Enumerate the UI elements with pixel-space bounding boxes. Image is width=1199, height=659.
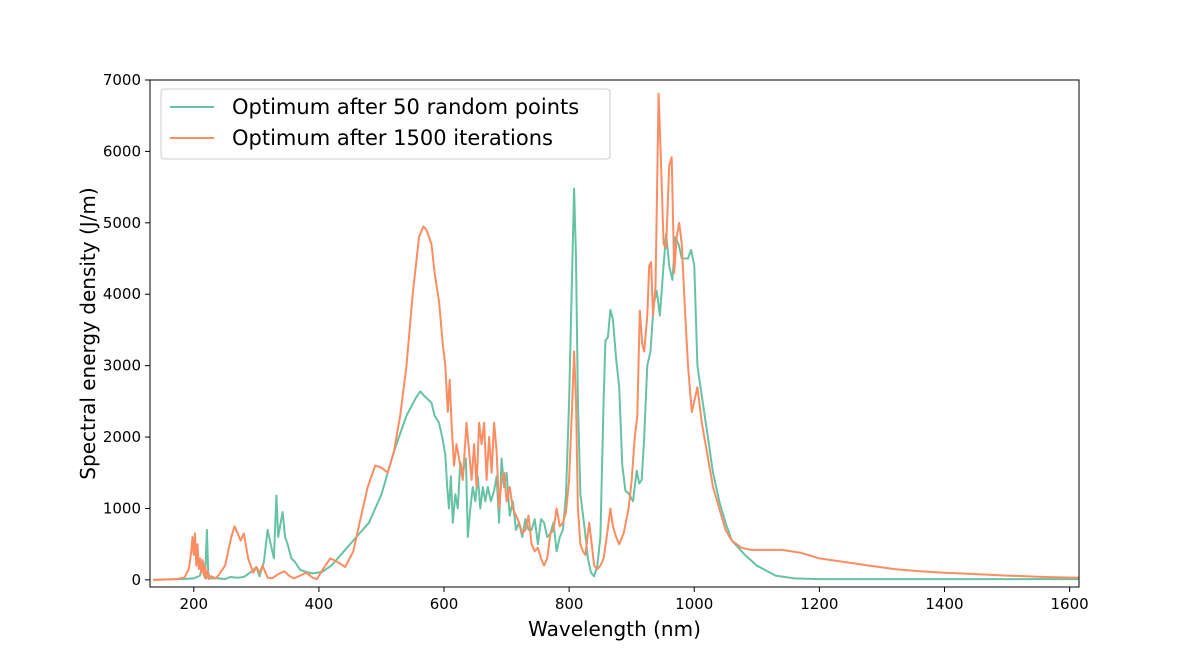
y-axis-label: Spectral energy density (J/m) xyxy=(76,187,100,479)
legend-label: Optimum after 1500 iterations xyxy=(232,126,553,150)
x-tick-label: 1600 xyxy=(1051,595,1089,613)
x-tick-label: 400 xyxy=(305,595,334,613)
x-tick-label: 1000 xyxy=(675,595,713,613)
series-line-2 xyxy=(153,92,1079,581)
y-tick-label: 7000 xyxy=(103,71,141,89)
plot-frame xyxy=(149,79,1080,588)
y-tick-label: 3000 xyxy=(103,357,141,375)
y-tick-label: 5000 xyxy=(103,214,141,232)
y-tick-label: 1000 xyxy=(103,499,141,517)
legend: Optimum after 50 random points Optimum af… xyxy=(160,88,611,160)
legend-label: Optimum after 50 random points xyxy=(232,95,579,119)
x-tick-label: 1400 xyxy=(925,595,963,613)
y-tick-label: 0 xyxy=(131,571,141,589)
x-tick-label: 200 xyxy=(179,595,208,613)
x-tick-label: 1200 xyxy=(800,595,838,613)
series-layer xyxy=(153,92,1079,581)
y-tick-label: 6000 xyxy=(103,142,141,160)
y-tick-label: 2000 xyxy=(103,428,141,446)
legend-frame xyxy=(160,88,611,160)
series-line-1 xyxy=(153,187,1079,581)
y-tick-label: 4000 xyxy=(103,285,141,303)
x-axis-label: Wavelength (nm) xyxy=(528,617,701,641)
x-tick-label: 600 xyxy=(430,595,459,613)
x-tick-label: 800 xyxy=(555,595,584,613)
axes-layer: 200 400 600 800 1000 1200 1400 1600 0 1000 2000 300… xyxy=(103,71,1089,613)
